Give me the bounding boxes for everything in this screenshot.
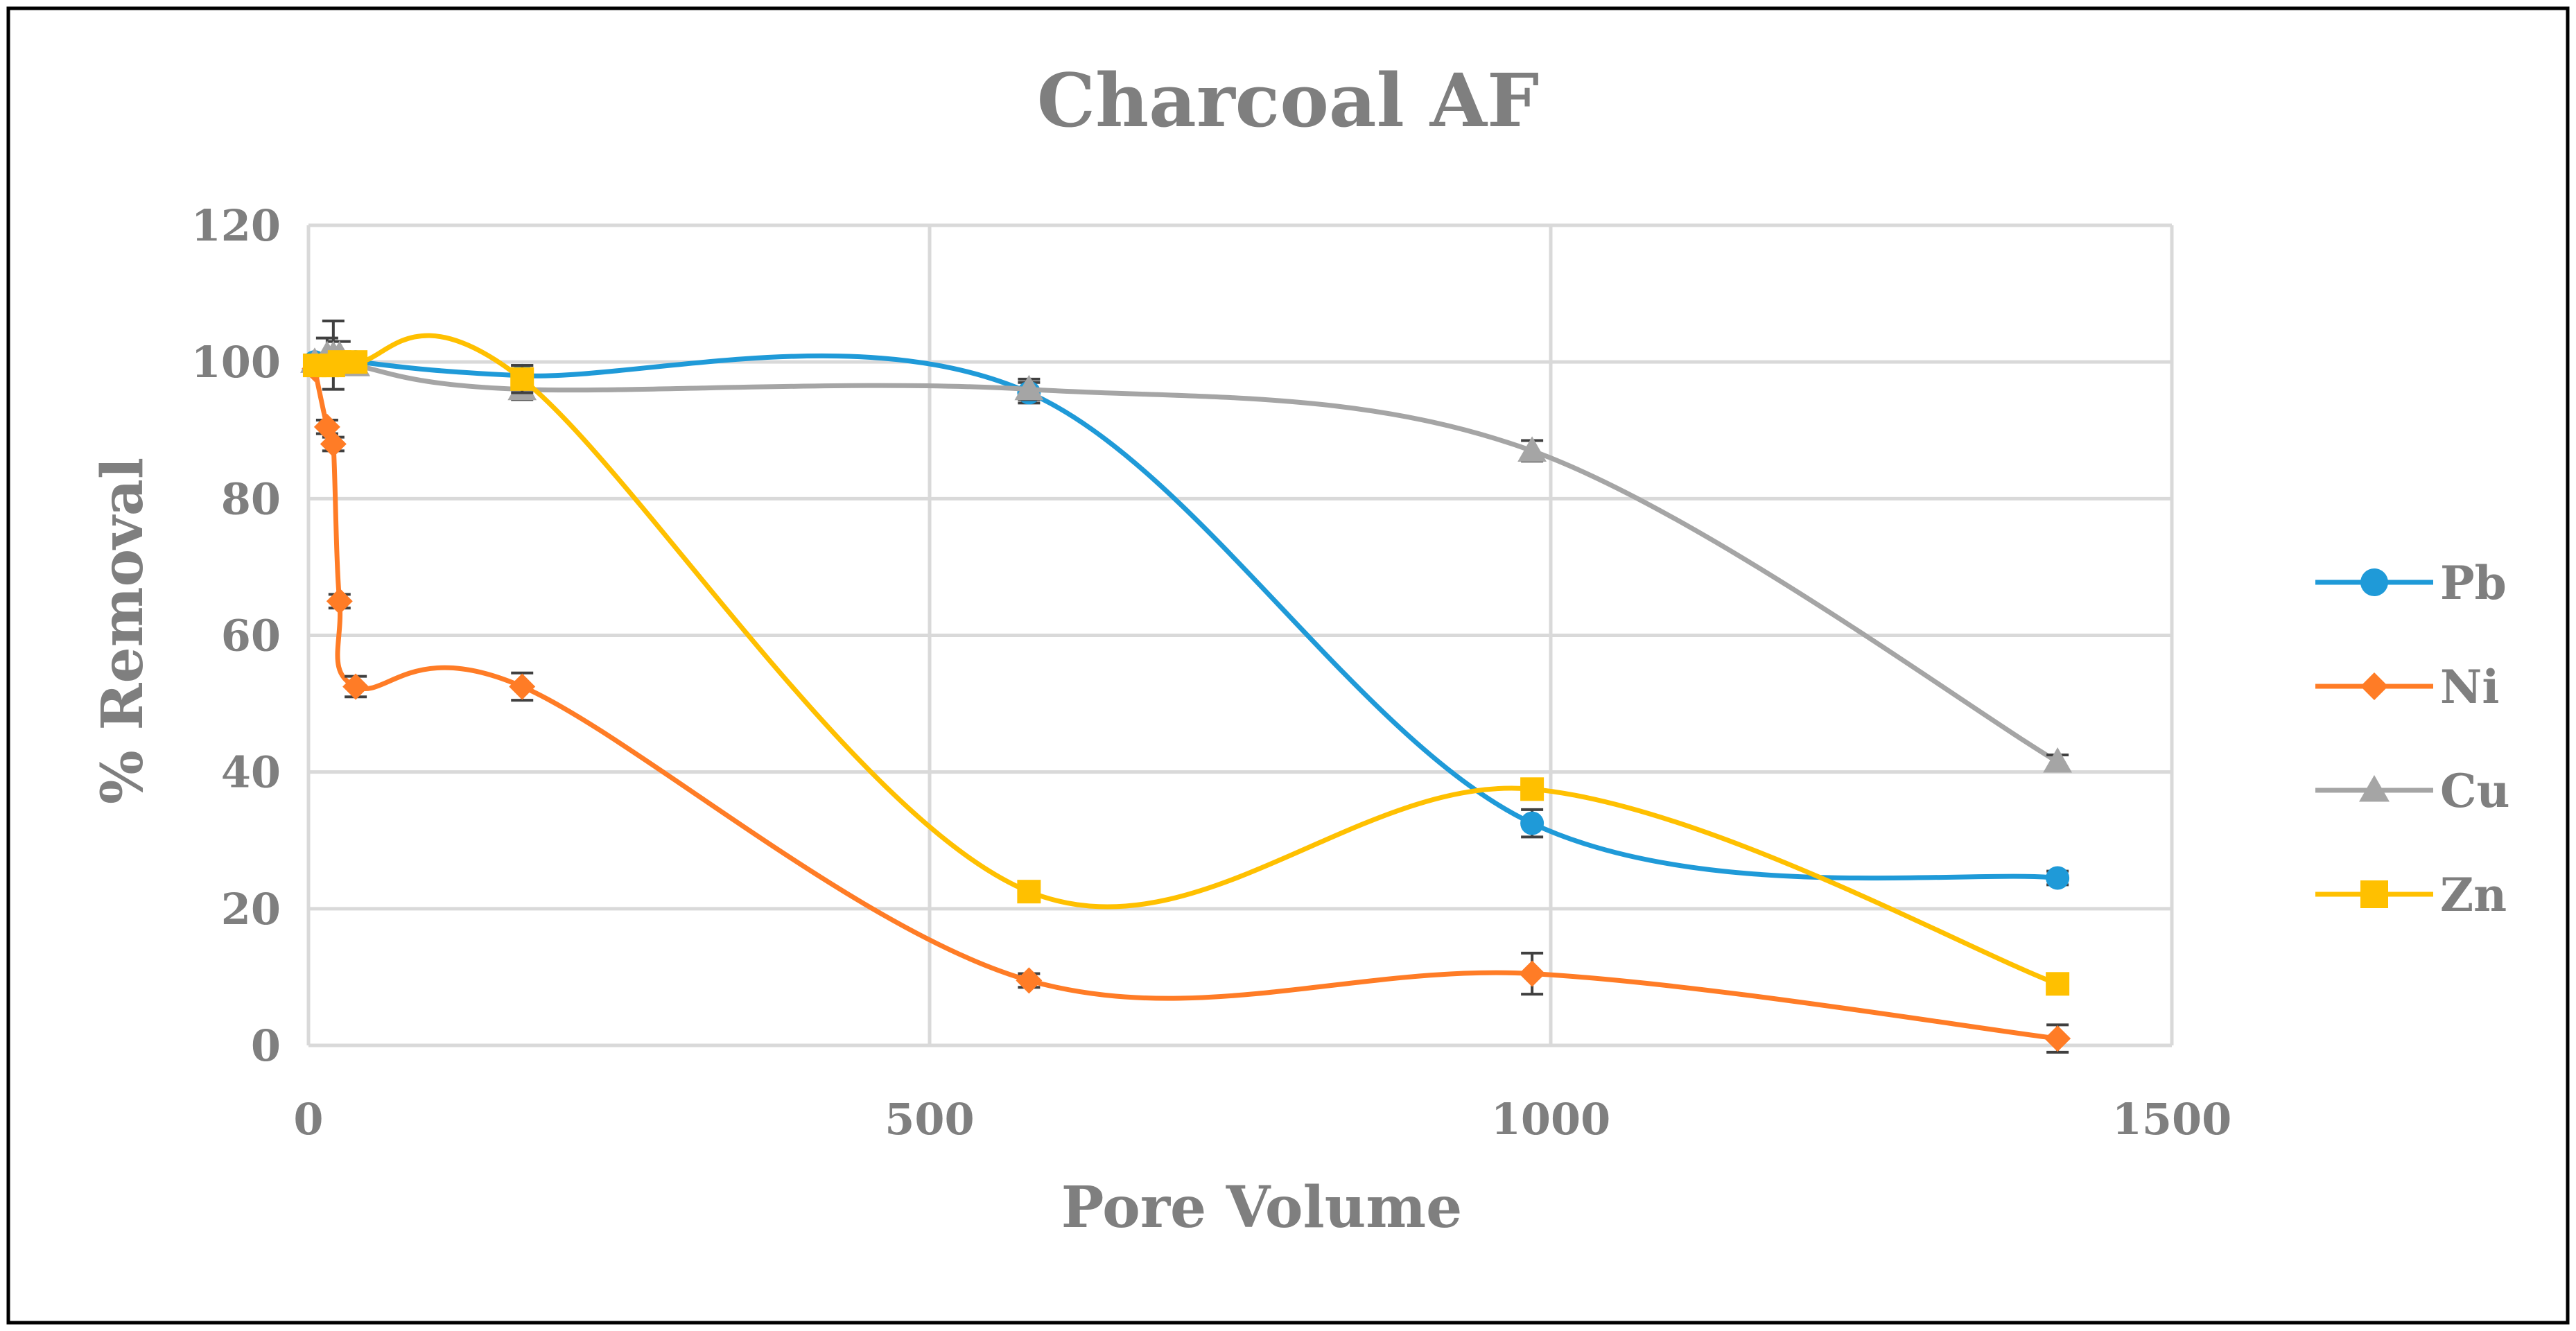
series-line-ni — [312, 368, 2058, 1041]
legend-item-pb: Pb — [2315, 556, 2507, 610]
legend-label-pb: Pb — [2440, 556, 2507, 610]
legend-marker-pb — [2360, 568, 2388, 596]
y-tick-label: 100 — [191, 337, 281, 388]
data-point-cu — [2043, 747, 2073, 773]
data-point-zn — [2046, 972, 2070, 996]
x-tick-label: 1500 — [2112, 1094, 2232, 1145]
series-layer — [300, 320, 2073, 1054]
y-tick-label: 40 — [221, 747, 281, 798]
y-tick-label: 60 — [221, 611, 281, 661]
data-point-zn — [1520, 777, 1544, 801]
data-point-ni — [2044, 1025, 2071, 1052]
legend-marker-zn — [2360, 880, 2388, 908]
y-tick-label: 120 — [191, 200, 281, 251]
x-axis-label: Pore Volume — [1061, 1174, 1463, 1241]
data-point-zn — [1017, 880, 1041, 904]
legend-item-zn: Zn — [2315, 868, 2507, 922]
legend-marker-cu — [2359, 775, 2390, 802]
legend-label-ni: Ni — [2440, 660, 2499, 714]
legend-marker-ni — [2360, 672, 2388, 700]
legend: Pb Ni Cu Zn — [2315, 556, 2510, 922]
data-point-pb — [1520, 811, 1544, 835]
data-point-ni — [326, 588, 353, 615]
y-tick-label: 20 — [221, 884, 281, 934]
tick-labels: 0 20 40 60 80 100 120 0 500 1000 1500 — [191, 200, 2232, 1145]
data-point-zn — [344, 350, 368, 374]
data-point-ni — [509, 673, 536, 700]
x-tick-label: 0 — [293, 1094, 323, 1145]
legend-label-zn: Zn — [2440, 868, 2507, 922]
data-point-cu — [1014, 374, 1044, 401]
chart-border — [6, 6, 2570, 1325]
y-tick-label: 80 — [221, 473, 281, 524]
data-point-cu — [1517, 436, 1547, 462]
data-point-ni — [342, 673, 369, 700]
legend-label-cu: Cu — [2440, 764, 2510, 818]
data-point-ni — [1519, 960, 1546, 987]
x-tick-label: 500 — [885, 1094, 974, 1145]
data-point-ni — [320, 430, 347, 458]
data-point-pb — [2046, 866, 2070, 890]
y-tick-label: 0 — [251, 1020, 281, 1071]
y-axis-label: % Removal — [89, 458, 156, 804]
legend-item-cu: Cu — [2315, 764, 2510, 818]
x-tick-label: 1000 — [1491, 1094, 1611, 1145]
chart-title: Charcoal AF — [1037, 57, 1540, 143]
data-point-ni — [1016, 967, 1043, 994]
legend-item-ni: Ni — [2315, 660, 2499, 714]
series-zn — [302, 333, 2070, 996]
data-point-zn — [510, 367, 534, 391]
